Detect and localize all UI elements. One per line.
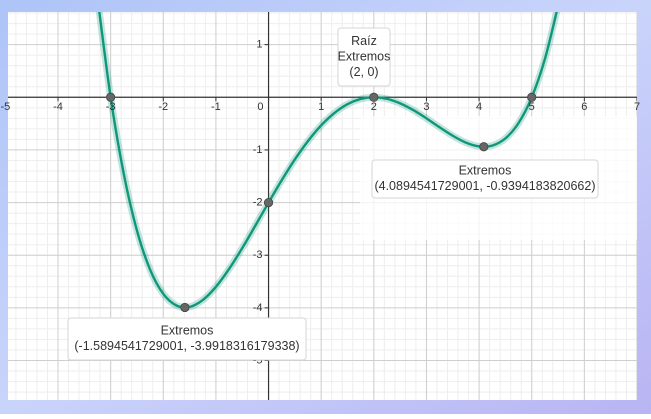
x-tick-label: 4 — [476, 101, 482, 113]
x-tick-label: -5 — [0, 101, 10, 113]
x-tick-label: 3 — [423, 101, 429, 113]
annotation: Extremos(4.0894541729001, -0.93941838206… — [371, 159, 599, 199]
x-tick-label: 7 — [634, 101, 640, 113]
y-tick-label: -1 — [253, 144, 263, 156]
annotation-box — [371, 159, 599, 199]
y-tick-label: -4 — [253, 302, 263, 314]
point — [263, 197, 274, 208]
x-tick-label: 6 — [581, 101, 587, 113]
x-tick-label: 0 — [257, 101, 263, 113]
annotation: Extremos(-1.5894541729001, -3.9918316179… — [67, 317, 307, 361]
annotation-box — [337, 27, 391, 87]
annotation-text: Extremos — [161, 324, 214, 338]
x-tick-label: 2 — [371, 101, 377, 113]
x-tick-label: 1 — [318, 101, 324, 113]
point — [369, 92, 379, 102]
point — [479, 142, 489, 152]
curve — [98, 12, 558, 309]
annotation-text: Extremos — [459, 164, 512, 178]
x-tick-label: -3 — [106, 101, 116, 113]
annotation-text: Extremos — [338, 49, 391, 63]
y-tick-label: -2 — [253, 196, 263, 208]
point — [527, 92, 537, 102]
annotation-text: (2, 0) — [349, 65, 378, 79]
x-tick-label: 5 — [529, 101, 535, 113]
x-tick-label: -2 — [158, 101, 168, 113]
y-tick-label: 1 — [256, 39, 262, 51]
x-tick-label: -1 — [211, 101, 221, 113]
point — [106, 92, 116, 102]
annotation-text: (-1.5894541729001, -3.9918316179338) — [74, 339, 299, 353]
annotation-text: Raíz — [351, 34, 377, 48]
annotation-box — [67, 317, 307, 361]
annotation-text: (4.0894541729001, -0.9394183820662) — [374, 179, 595, 193]
point — [180, 302, 190, 313]
x-tick-label: -4 — [53, 101, 63, 113]
y-tick-label: -3 — [253, 249, 263, 261]
